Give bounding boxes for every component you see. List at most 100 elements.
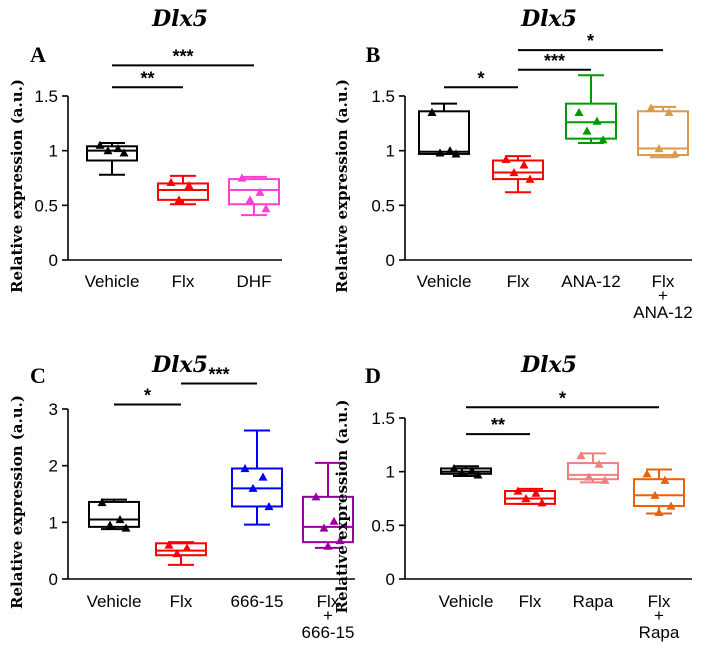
panel-letter: B xyxy=(366,42,381,67)
data-point xyxy=(531,488,541,497)
data-point xyxy=(319,523,329,532)
data-point xyxy=(174,195,184,204)
category-label-line: ANA-12 xyxy=(633,303,693,322)
category-label-line: Rapa xyxy=(639,623,680,642)
panel-letter: A xyxy=(30,42,46,67)
y-tick-label: 1.5 xyxy=(371,409,395,428)
data-point xyxy=(105,520,115,529)
data-point xyxy=(519,160,529,169)
data-point xyxy=(509,168,519,177)
data-point xyxy=(451,149,461,158)
box-iqr xyxy=(155,542,207,557)
data-point xyxy=(103,146,113,155)
data-point xyxy=(323,541,333,550)
box-1 xyxy=(157,174,209,206)
category-label-line: + xyxy=(658,286,668,305)
significance-label: * xyxy=(477,68,484,88)
box-1 xyxy=(155,540,207,566)
significance-label: ** xyxy=(140,68,154,88)
category-label-line: Vehicle xyxy=(439,592,494,611)
data-point xyxy=(258,472,268,481)
box-iqr xyxy=(637,110,689,157)
significance-label: *** xyxy=(208,365,229,385)
data-point xyxy=(521,494,531,503)
panel-b: Dlx5 B Relative expression (a.u.) 0 0.5 1 1.5 V… xyxy=(333,6,693,322)
data-point xyxy=(650,490,660,499)
significance-label: * xyxy=(559,388,566,408)
category-label: Flx +666-15 xyxy=(302,592,355,642)
panel-letter: C xyxy=(30,363,46,388)
category-label-line: + xyxy=(323,606,333,625)
y-tick-label: 0 xyxy=(49,570,58,589)
box-2 xyxy=(565,74,617,145)
data-point xyxy=(646,103,656,112)
chart-title: Dlx5 xyxy=(520,352,577,378)
box-3 xyxy=(637,103,689,159)
box-1 xyxy=(492,154,544,194)
data-point xyxy=(600,475,610,484)
data-point xyxy=(473,470,483,479)
data-point xyxy=(537,498,547,507)
box-iqr xyxy=(567,462,619,481)
category-label-line: 666-15 xyxy=(302,623,355,642)
y-tick-label: 0.5 xyxy=(34,196,58,215)
chart-title: Dlx5 xyxy=(151,352,208,378)
box-0 xyxy=(440,463,492,479)
y-axis-label: Relative expression (a.u.) xyxy=(333,400,351,614)
box-0 xyxy=(86,140,138,176)
data-point xyxy=(245,195,255,204)
category-label-line: Flx xyxy=(170,592,193,611)
data-point xyxy=(642,469,652,478)
data-point xyxy=(335,535,345,545)
data-point xyxy=(664,107,674,116)
data-point xyxy=(467,466,477,475)
data-point xyxy=(240,464,250,473)
data-point xyxy=(525,174,535,183)
data-point xyxy=(445,146,455,155)
box-2 xyxy=(231,429,283,526)
data-point xyxy=(592,116,602,125)
y-tick-label: 0 xyxy=(386,570,395,589)
category-label-line: DHF xyxy=(237,272,272,291)
y-tick-label: 1 xyxy=(386,142,395,161)
category-label: ANA-12 xyxy=(561,272,621,291)
category-label-line: Vehicle xyxy=(85,272,140,291)
data-point xyxy=(654,143,664,153)
data-point xyxy=(582,126,592,135)
data-point xyxy=(164,540,174,549)
data-point xyxy=(97,498,107,507)
box-2 xyxy=(567,451,619,484)
category-label-line: Vehicle xyxy=(417,272,472,291)
data-point xyxy=(501,154,511,164)
category-label-line: Flx xyxy=(648,592,671,611)
category-label: Rapa xyxy=(573,592,614,611)
data-point xyxy=(172,549,182,558)
data-point xyxy=(264,501,274,511)
box-2 xyxy=(228,173,280,217)
y-tick-label: 0 xyxy=(49,251,58,270)
y-tick-label: 0 xyxy=(386,251,395,270)
category-label-line: ANA-12 xyxy=(561,272,621,291)
box-iqr xyxy=(88,500,140,528)
data-point xyxy=(113,143,123,153)
data-point xyxy=(255,187,265,196)
data-point xyxy=(576,451,586,460)
box-0 xyxy=(418,102,470,158)
category-label: Flx xyxy=(507,272,530,291)
significance-label: * xyxy=(587,31,594,51)
y-tick-label: 3 xyxy=(49,400,58,419)
box-iqr xyxy=(565,102,617,140)
data-point xyxy=(584,472,594,481)
data-point xyxy=(121,523,131,532)
data-point xyxy=(261,204,271,213)
data-point xyxy=(182,543,192,552)
y-axis-label: Relative expression (a.u.) xyxy=(333,79,351,293)
data-point xyxy=(119,148,129,157)
box-3 xyxy=(633,468,685,517)
category-label-line: Vehicle xyxy=(87,592,142,611)
panel-d: Dlx5 D Relative expression (a.u.) 0 0.5 1 1.5 V… xyxy=(333,352,692,642)
category-label: Flx + ANA-12 xyxy=(633,272,693,322)
category-label-line: 666-15 xyxy=(231,592,284,611)
box-iqr xyxy=(418,110,470,155)
